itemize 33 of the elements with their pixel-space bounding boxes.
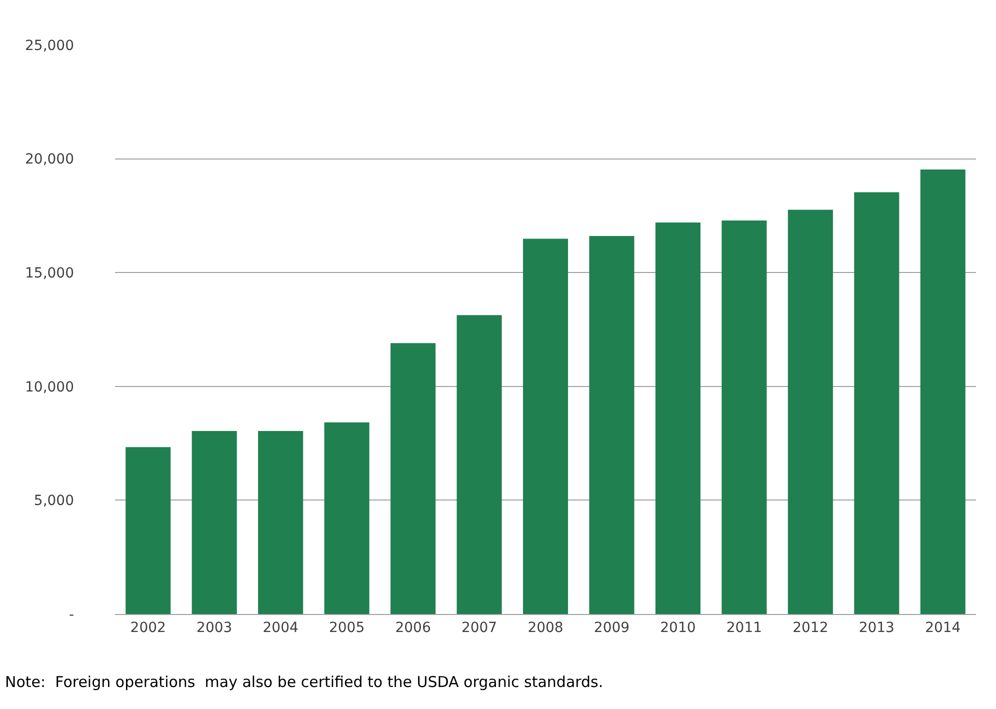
bar [722,220,767,614]
bar [258,431,304,614]
bar [589,236,634,614]
y-tick-label: 10,000 [25,379,74,396]
bar [788,210,833,614]
x-tick-label: 2004 [262,620,298,636]
x-tick-label: 2007 [461,620,498,636]
x-tick-label: 2003 [196,620,232,636]
bar [920,170,966,614]
bar [192,431,237,614]
x-tick-label: 2014 [925,620,961,636]
x-tick-label: 2009 [594,620,630,636]
bar [126,447,171,614]
x-tick-label: 2008 [528,620,564,636]
y-tick-label: 5,000 [34,493,74,510]
y-tick-label: 20,000 [25,152,74,168]
bar [390,343,436,614]
x-tick-label: 2005 [328,620,365,636]
bar [456,315,502,614]
y-tick-label: - [68,606,74,623]
x-tick-label: 2013 [858,620,894,636]
bar [522,238,568,614]
x-tick-label: 2002 [130,620,166,636]
x-tick-label: 2010 [660,620,696,636]
bar [854,192,900,614]
bar [324,422,370,614]
text: Note: Foreign operations may also be certified to the USDA organic standards. [5,673,604,691]
x-tick-label: 2011 [726,620,762,636]
x-tick-label: 2012 [792,620,828,636]
bar [655,222,700,614]
y-tick-label: 15,000 [25,266,74,282]
x-tick-label: 2006 [395,620,431,636]
y-tick-label: 25,000 [25,38,74,54]
